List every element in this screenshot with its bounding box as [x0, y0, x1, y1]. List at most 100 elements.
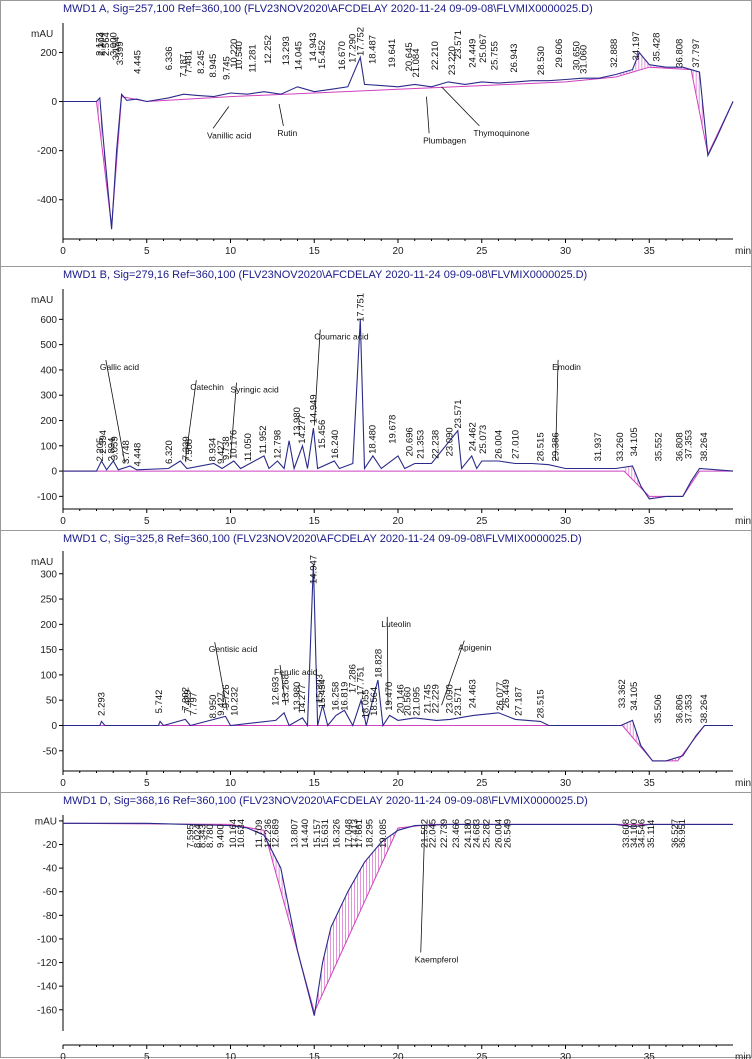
peak-retention-label: 9.745: [221, 56, 232, 80]
x-tick-label: 5: [144, 778, 150, 789]
peak-retention-label: 24.462: [468, 422, 479, 451]
peak-retention-label: 26.449: [501, 679, 512, 708]
peak-retention-label: 29.606: [554, 39, 565, 68]
peak-retention-label: 2.293: [96, 692, 107, 716]
x-tick-label: 30: [560, 778, 572, 789]
peak-retention-label: 21.095: [411, 687, 422, 716]
peak-retention-label: 3.000: [108, 32, 119, 56]
annotation-leader-line: [441, 86, 480, 127]
peak-retention-label: 37.353: [684, 694, 695, 723]
peak-retention-label: 2.173: [94, 32, 105, 56]
compound-annotation-label: Rutin: [277, 128, 297, 138]
annotation-leader-line: [105, 359, 126, 464]
peak-retention-label: 33.362: [617, 679, 628, 708]
peak-retention-label: 28.530: [536, 46, 547, 75]
y-tick-label: -120: [37, 958, 57, 969]
peak-retention-label: 11.050: [243, 433, 254, 461]
peak-retention-label: 17.290: [348, 34, 359, 63]
annotation-leader-line: [426, 96, 430, 134]
annotation-leader-line: [313, 329, 321, 426]
peak-retention-label: 14.943: [308, 33, 319, 62]
peak-retention-label: 21.084: [411, 48, 422, 77]
peak-retention-label: 30.650: [571, 41, 582, 70]
peak-retention-label: 33.608: [621, 819, 632, 848]
x-tick-label: 10: [225, 516, 237, 527]
peak-retention-label: 23.090: [445, 684, 456, 713]
peak-retention-label: 11.952: [258, 425, 269, 453]
peak-retention-label: 8.343: [198, 824, 209, 848]
compound-annotation-label: Gallic acid: [100, 362, 139, 372]
peak-retention-label: 22.210: [430, 41, 441, 70]
peak-retention-label: 37.353: [684, 430, 695, 459]
peak-retention-label: 13.293: [281, 36, 292, 65]
x-tick-label: 20: [392, 516, 404, 527]
x-tick-label: 25: [476, 516, 488, 527]
peak-retention-label: 7.595: [185, 824, 196, 848]
y-tick-label: -140: [37, 982, 57, 993]
x-axis-unit-label: min: [735, 246, 751, 257]
peak-retention-label: 36.808: [675, 39, 686, 68]
peak-retention-label: 28.515: [536, 432, 547, 461]
peak-retention-label: 35.552: [653, 432, 664, 461]
annotation-leader-line: [212, 106, 230, 129]
y-tick-label: -20: [43, 840, 58, 851]
peak-retention-label: 3.059: [109, 436, 120, 460]
compound-annotation-label: Vanillic acid: [207, 130, 252, 140]
peak-retention-label: 2.564: [101, 32, 112, 56]
peak-retention-label: 26.943: [509, 44, 520, 73]
peak-retention-label: 10.232: [229, 687, 240, 716]
compound-annotation-label: Plumbagen: [423, 135, 466, 145]
peak-retention-label: 18.480: [368, 425, 379, 454]
chart-svg: mAU -20 -40 -60 -80 -100 -120 -140 -160 0 5 10 15 20 2…: [35, 815, 751, 1059]
y-tick-label: -60: [43, 887, 58, 898]
chromatogram-panel-b: MWD1 B, Sig=279,16 Ref=360,100 (FLV23NOV…: [0, 266, 752, 532]
peak-retention-label: 15.454: [317, 679, 328, 708]
peak-retention-label: 18.055: [361, 689, 372, 718]
y-tick-label: -80: [43, 911, 58, 922]
chromatogram-panel-c: MWD1 C, Sig=325,8 Ref=360,100 (FLV23NOV2…: [0, 530, 752, 794]
peak-retention-label: 2.205: [95, 438, 106, 462]
peak-retention-label: 7.339: [181, 436, 192, 460]
peak-retention-label: 32.888: [609, 39, 620, 68]
peak-retention-label: 7.302: [180, 687, 191, 711]
peak-retention-label: 8.934: [208, 438, 219, 462]
peak-retention-label: 36.806: [675, 694, 686, 723]
x-tick-label: 0: [60, 246, 66, 257]
peak-retention-label: 17.413: [350, 819, 361, 848]
peak-retention-label: 15.303: [314, 674, 325, 703]
peak-retention-label: 34.100: [629, 819, 640, 848]
x-tick-label: 20: [392, 778, 404, 789]
peak-retention-label: 38.264: [699, 432, 710, 461]
peak-retention-label: 34.105: [629, 427, 640, 456]
chromatogram-trace: [63, 563, 733, 762]
x-tick-label: 35: [644, 778, 656, 789]
peak-retention-label: 21.592: [420, 819, 431, 848]
x-tick-label: 5: [144, 516, 150, 527]
peak-retention-label: 24.180: [463, 819, 474, 848]
peak-retention-label: 7.481: [183, 50, 194, 74]
y-tick-label: 400: [40, 365, 57, 376]
peak-retention-label: 14.440: [300, 819, 311, 848]
compound-annotation-label: Luteolin: [381, 619, 411, 629]
peak-retention-label: 14.947: [308, 555, 319, 584]
chromatogram-trace: [63, 51, 734, 230]
peak-retention-label: 23.090: [445, 427, 456, 456]
peak-retention-label: 12.693: [271, 677, 282, 706]
peak-retention-label: 12.252: [263, 35, 274, 64]
integration-baseline: [63, 470, 733, 497]
peak-retention-label: 25.073: [478, 425, 489, 454]
peak-retention-label: 21.745: [422, 684, 433, 713]
integration-baseline: [62, 822, 733, 1014]
peak-retention-label: 7.508: [184, 439, 195, 463]
peak-retention-label: 8.945: [208, 54, 219, 78]
annotation-leader-line: [214, 642, 228, 711]
y-tick-label: 150: [40, 645, 57, 656]
peak-retention-label: 7.797: [189, 692, 200, 716]
peak-retention-label: 19.678: [388, 415, 399, 444]
y-tick-label: -100: [37, 934, 57, 945]
peak-retention-label: 2.394: [98, 430, 109, 454]
peak-retention-label: 9.427: [216, 692, 227, 716]
peak-retention-label: 9.738: [221, 436, 232, 460]
y-tick-label: 50: [46, 696, 58, 707]
compound-annotation-label: Thymoquinone: [473, 128, 530, 138]
